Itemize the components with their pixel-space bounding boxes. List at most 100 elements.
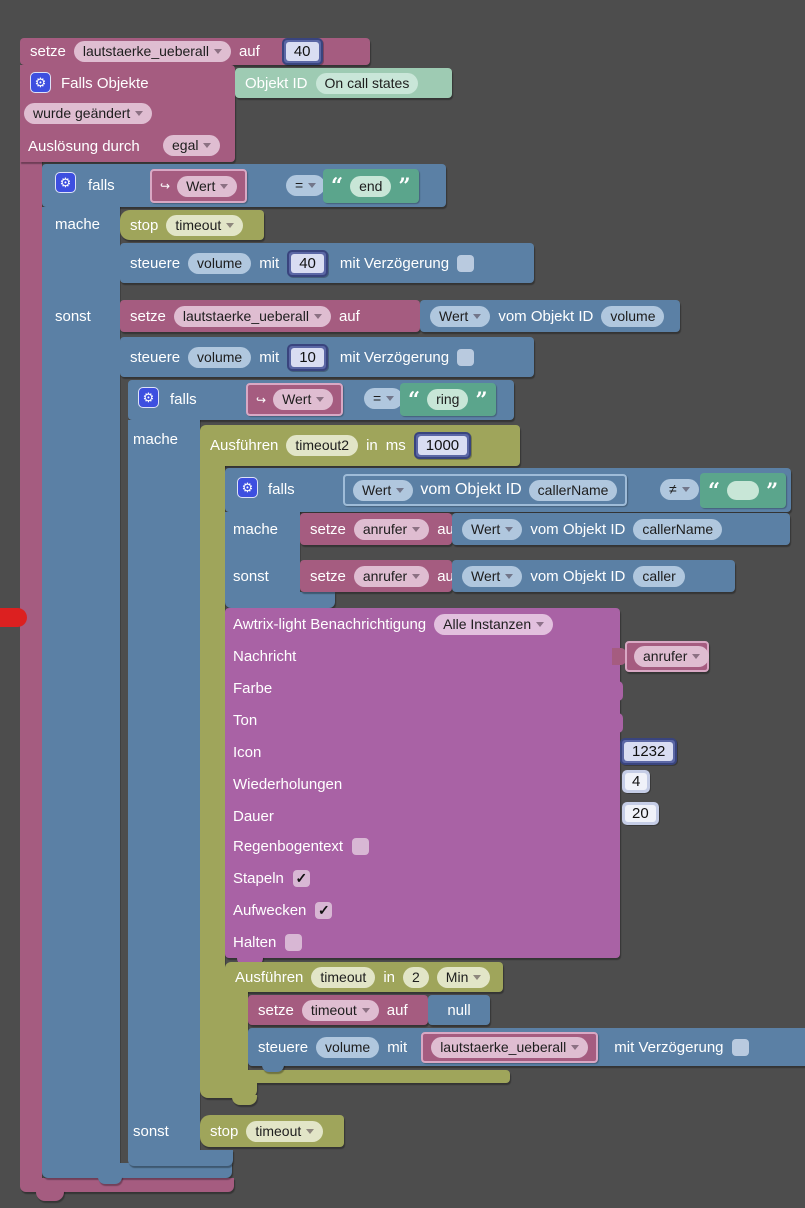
number-shadow-block[interactable]: 40 xyxy=(287,249,328,277)
icon-number-block[interactable]: 1232 xyxy=(620,738,678,765)
number-shadow-block[interactable]: 10 xyxy=(287,343,328,371)
stapeln-checkbox[interactable]: ✓ xyxy=(292,870,310,887)
farbe-empty-socket[interactable] xyxy=(612,681,623,701)
number-shadow-block[interactable]: 1000 xyxy=(413,432,472,459)
variable-dropdown[interactable]: lautstaerke_ueberall xyxy=(73,41,231,62)
instance-dropdown[interactable]: Alle Instanzen xyxy=(434,614,554,635)
if2-bottom-bar xyxy=(128,1150,233,1166)
wert-dropdown[interactable]: Wert xyxy=(177,175,238,197)
block-value-from-objekt-caller[interactable]: Wert vom Objekt ID caller xyxy=(452,560,735,592)
if2-else-label: sonst xyxy=(133,1123,169,1140)
if2-condition-left[interactable]: ↪ Wert xyxy=(246,383,344,416)
trigger-by-dropdown[interactable]: egal xyxy=(163,135,221,156)
if2-operator-dropdown[interactable]: = xyxy=(364,388,404,409)
block-run-timeout2[interactable]: Ausführen timeout2 in ms 1000 xyxy=(200,425,520,466)
run-timeout-bottom-bar xyxy=(218,1070,510,1083)
objekt-id-input[interactable]: volume xyxy=(601,305,665,327)
dauer-number-block[interactable]: 20 xyxy=(622,802,659,825)
mutator-gear-icon[interactable]: ⚙ xyxy=(30,72,51,93)
block-set-anrufer-1[interactable]: setze anrufer auf xyxy=(300,513,458,545)
timeout-dropdown[interactable]: timeout xyxy=(166,214,244,236)
dropdown-arrow-icon xyxy=(203,143,212,148)
awtrix-title-row: Awtrix-light Benachrichtigung Alle Insta… xyxy=(233,614,554,635)
string-input[interactable] xyxy=(727,481,760,500)
dropdown-arrow-icon xyxy=(536,622,545,627)
wert-dropdown[interactable]: Wert xyxy=(462,565,523,587)
timer-value-input[interactable]: 2 xyxy=(403,966,429,988)
timeout-dropdown[interactable]: timeout xyxy=(246,1120,324,1142)
objekt-id-input[interactable]: callerName xyxy=(528,479,618,501)
if2-left-column xyxy=(128,420,200,1150)
block-control-volume-restore[interactable]: steuere volume mit lautstaerke_ueberall … xyxy=(248,1028,805,1066)
if3-operator-dropdown[interactable]: ≠ xyxy=(660,479,699,500)
ton-empty-socket[interactable] xyxy=(612,713,623,733)
delay-checkbox[interactable] xyxy=(457,254,475,272)
block-set-anrufer-2[interactable]: setze anrufer auf xyxy=(300,560,458,592)
if1-condition-right-string[interactable]: “ end ” xyxy=(323,169,419,203)
if1-operator-dropdown[interactable]: = xyxy=(286,175,326,196)
block-control-volume-40[interactable]: steuere volume mit 40 mit Verzögerung xyxy=(120,243,534,283)
awtrix-row-ton: Ton xyxy=(233,712,258,729)
mutator-gear-icon[interactable]: ⚙ xyxy=(55,172,76,193)
state-id-input[interactable]: volume xyxy=(316,1036,380,1058)
timer-name-input[interactable]: timeout xyxy=(311,966,376,988)
variable-dropdown[interactable]: anrufer xyxy=(634,646,710,667)
timer-unit-dropdown[interactable]: Min xyxy=(436,966,491,988)
delay-checkbox[interactable] xyxy=(731,1038,749,1056)
state-id-input[interactable]: volume xyxy=(188,252,252,274)
objekt-id-input[interactable]: On call states xyxy=(315,72,419,94)
timer-name-input[interactable]: timeout2 xyxy=(286,435,359,456)
variable-value-block[interactable]: lautstaerke_ueberall xyxy=(421,1031,599,1063)
dropdown-arrow-icon xyxy=(386,396,395,401)
block-set-timeout-null[interactable]: setze timeout auf xyxy=(248,995,428,1025)
regenbogentext-checkbox[interactable] xyxy=(352,838,370,855)
block-value-from-objekt-volume[interactable]: Wert vom Objekt ID volume xyxy=(420,300,680,332)
objekt-id-input[interactable]: caller xyxy=(633,565,685,587)
control-keyword: steuere xyxy=(130,254,181,272)
variable-dropdown[interactable]: anrufer xyxy=(353,518,430,540)
if1-keyword: falls xyxy=(88,177,115,194)
block-value-from-objekt-callername[interactable]: Wert vom Objekt ID callerName xyxy=(452,513,790,545)
mutator-gear-icon[interactable]: ⚙ xyxy=(237,477,258,498)
block-set-volume-var[interactable]: setze lautstaerke_ueberall auf xyxy=(120,300,420,332)
if3-condition-left[interactable]: Wert vom Objekt ID callerName xyxy=(343,474,628,506)
if2-condition-right-string[interactable]: “ ring ” xyxy=(400,383,496,416)
block-null-value[interactable]: null xyxy=(428,995,490,1025)
block-stop-timeout-1[interactable]: stop timeout xyxy=(120,210,264,240)
number-shadow-block[interactable]: 40 xyxy=(281,38,323,65)
delay-checkbox[interactable] xyxy=(457,348,475,366)
block-control-volume-10[interactable]: steuere volume mit 10 mit Verzögerung xyxy=(120,337,534,377)
mutator-gear-icon[interactable]: ⚙ xyxy=(138,387,159,408)
awtrix-title: Awtrix-light Benachrichtigung xyxy=(233,616,427,633)
objekt-id-input[interactable]: callerName xyxy=(633,518,723,540)
aufwecken-checkbox[interactable]: ✓ xyxy=(315,902,333,919)
block-set-volume-top[interactable]: setze lautstaerke_ueberall auf 40 xyxy=(20,38,370,65)
if1-condition-left[interactable]: ↪ Wert xyxy=(150,169,248,203)
variable-dropdown[interactable]: lautstaerke_ueberall xyxy=(173,305,331,327)
block-objekt-id[interactable]: Objekt ID On call states xyxy=(235,68,452,98)
if3-condition-right-string[interactable]: “ ” xyxy=(700,473,787,508)
block-anrufer-variable[interactable]: anrufer xyxy=(625,641,710,672)
wert-dropdown[interactable]: Wert xyxy=(430,305,491,327)
awtrix-row-wiederholungen: Wiederholungen xyxy=(233,776,343,793)
block-awtrix-notification[interactable] xyxy=(225,608,620,958)
wiederholungen-number-block[interactable]: 4 xyxy=(622,770,651,793)
block-run-timeout[interactable]: Ausführen timeout in 2 Min xyxy=(225,962,503,992)
string-input[interactable]: end xyxy=(350,175,392,197)
string-input[interactable]: ring xyxy=(427,389,469,410)
wert-dropdown[interactable]: Wert xyxy=(462,518,523,540)
changed-dropdown[interactable]: wurde geändert xyxy=(24,103,153,124)
variable-name: anrufer xyxy=(362,567,408,584)
state-id-input[interactable]: volume xyxy=(188,346,252,368)
block-stop-timeout-2[interactable]: stop timeout xyxy=(200,1115,344,1147)
wert-dropdown[interactable]: Wert xyxy=(353,479,414,501)
wert-dropdown[interactable]: Wert xyxy=(273,389,334,410)
number-value: 1000 xyxy=(417,436,468,455)
halten-checkbox[interactable] xyxy=(285,934,303,951)
from-objekt-keyword: vom Objekt ID xyxy=(530,520,626,538)
variable-dropdown[interactable]: timeout xyxy=(301,999,379,1021)
variable-dropdown[interactable]: lautstaerke_ueberall xyxy=(431,1036,589,1058)
variable-dropdown[interactable]: anrufer xyxy=(353,565,430,587)
dropdown-arrow-icon xyxy=(396,487,405,493)
